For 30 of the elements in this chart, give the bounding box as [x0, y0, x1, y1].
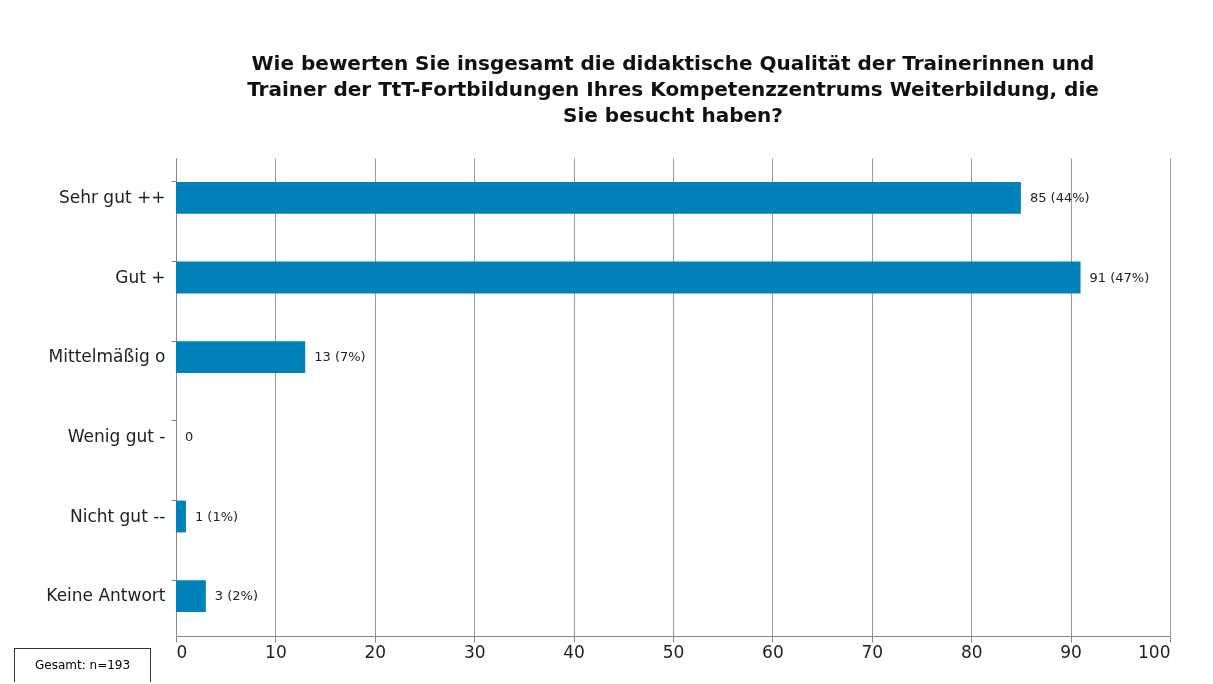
y-tick-label: Keine Antwort [46, 585, 166, 606]
x-tick-label: 40 [563, 641, 585, 662]
data-label: 13 (7%) [314, 349, 366, 365]
y-tick-label: Mittelmäßig o [48, 346, 166, 367]
y-tick-label: Wenig gut - [67, 425, 166, 446]
x-tick-label: 60 [762, 641, 784, 662]
data-label: 3 (2%) [214, 588, 258, 604]
data-label: 0 [185, 428, 194, 444]
x-tick-label: 10 [265, 641, 287, 662]
bar [176, 181, 1021, 214]
y-tick-label: Sehr gut ++ [58, 186, 166, 207]
data-label: 91 (47%) [1089, 269, 1150, 285]
x-tick-label: 80 [960, 641, 983, 662]
bar [176, 500, 186, 533]
x-tick-label: 70 [861, 641, 884, 662]
x-tick-label: 30 [463, 641, 486, 662]
data-label: 85 (44%) [1029, 189, 1090, 205]
x-tick-label: 100 [1138, 641, 1171, 662]
x-tick-label: 20 [364, 641, 387, 662]
x-tick-label: 50 [662, 641, 685, 662]
y-tick-label: Gut + [115, 266, 166, 287]
chart-title: Wie bewerten Sie insgesamt die didaktische Qualität der Trainerinnen und Trainer der TtT-Fortbildungen Ihres Kompetenzzentrums Weiterbildung, die Sie besucht haben? [247, 51, 1099, 127]
y-tick-label: Nicht gut -- [69, 505, 166, 526]
x-tick-label: 0 [176, 641, 188, 662]
bar [176, 580, 206, 613]
x-tick-label: 90 [1060, 641, 1082, 662]
bar [176, 341, 306, 374]
text: Gesamt: n=193 [14, 648, 152, 682]
data-label: 1 (1%) [194, 508, 239, 524]
bar [176, 261, 1081, 294]
